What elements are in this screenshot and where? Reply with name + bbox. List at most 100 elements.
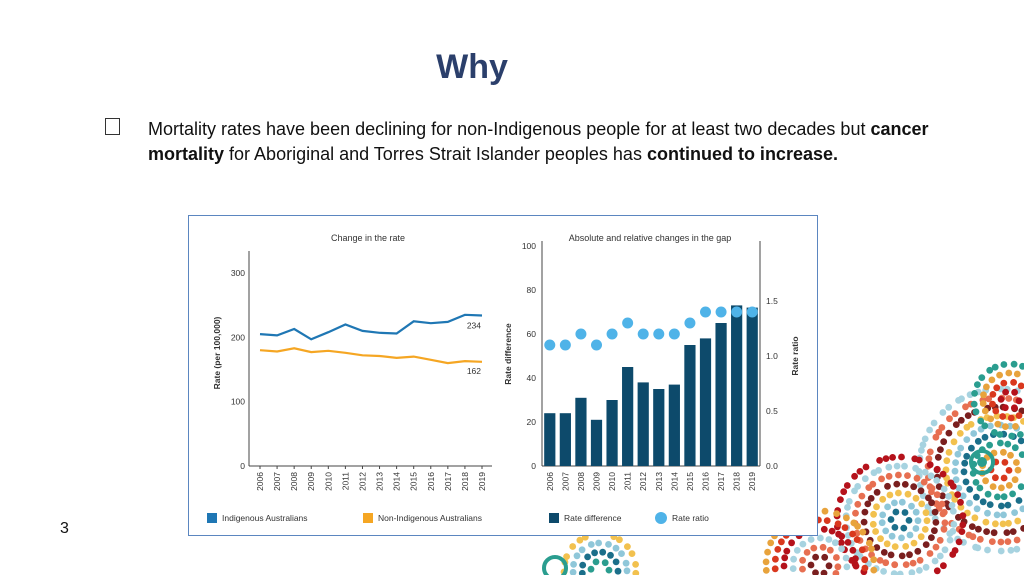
decor-dot (900, 524, 908, 532)
decor-dot (1013, 536, 1021, 544)
left-y-tick-label: 0 (240, 461, 245, 471)
bullet-box-icon (105, 118, 120, 135)
decor-dot (973, 505, 981, 513)
decor-dot (997, 395, 1005, 403)
right-chart-ylabel: Rate difference (503, 323, 513, 385)
decor-dot (1011, 476, 1019, 484)
decor-dot (921, 468, 929, 476)
decor-dot (891, 499, 898, 507)
bullet-text: Mortality rates have been declining for … (148, 117, 958, 167)
decor-dot (632, 561, 639, 568)
decor-dot (854, 483, 862, 490)
left-x-tick-label: 2014 (392, 472, 402, 491)
decor-dot (989, 400, 996, 408)
decor-dot (941, 546, 949, 554)
decor-dot (1004, 538, 1012, 545)
decor-dot (984, 509, 991, 517)
decor-dot (867, 495, 875, 502)
decor-dot (578, 569, 586, 575)
decor-dot (957, 444, 965, 452)
decor-dot (975, 525, 982, 533)
decor-dot (933, 465, 941, 473)
decor-dot (825, 562, 833, 570)
decor-dot (861, 564, 869, 572)
line-end-label: 234 (467, 320, 481, 330)
decor-dot (833, 510, 840, 517)
right-chart-y2label: Rate ratio (790, 336, 800, 375)
decor-dot (587, 541, 595, 548)
decor-dot (998, 502, 1005, 510)
bar-rate-difference (544, 413, 556, 466)
decor-dot (931, 527, 938, 535)
decor-dot (981, 422, 989, 430)
decor-dot (994, 493, 1001, 501)
decor-dot (601, 559, 609, 567)
decor-dot (780, 562, 788, 570)
decor-dot (960, 468, 968, 476)
decor-dot (1014, 517, 1022, 525)
decor-dot (869, 480, 877, 488)
decor-dot (932, 543, 940, 551)
decor-dot (1009, 528, 1017, 535)
right-x-tick-label: 2008 (576, 472, 586, 491)
decor-dot (914, 547, 922, 555)
decor-dot (890, 570, 898, 575)
decor-dot (922, 563, 930, 571)
decor-dot (1011, 388, 1018, 396)
decor-dot (908, 569, 916, 575)
decor-dot (967, 421, 975, 428)
decor-dot (803, 549, 811, 556)
decor-dot (833, 554, 840, 561)
decor-dot (955, 538, 963, 546)
decor-dot (852, 555, 859, 563)
decor-dot (845, 498, 853, 505)
decor-dot (992, 407, 1000, 415)
decor-dot (832, 570, 840, 575)
left-chart-title: Change in the rate (331, 233, 405, 243)
point-rate-ratio (544, 339, 556, 351)
decor-dot (983, 528, 990, 535)
decor-dot (821, 553, 829, 561)
decor-dot (1005, 519, 1012, 527)
decor-dot (840, 488, 848, 496)
decor-dot (1018, 451, 1024, 458)
right-x-tick-label: 2016 (701, 472, 711, 491)
decor-dot (876, 557, 884, 564)
left-x-tick-label: 2009 (306, 472, 316, 491)
decor-dot (614, 567, 622, 575)
decor-dot (976, 484, 984, 492)
left-x-tick-label: 2007 (272, 472, 282, 491)
decor-dot (920, 478, 928, 486)
decor-dot (849, 530, 856, 538)
decor-dot (940, 438, 948, 446)
decor-dot (882, 455, 890, 462)
decor-dot (837, 539, 845, 547)
decor-dot (1019, 505, 1024, 513)
decor-dot (1001, 404, 1009, 412)
decor-dot (958, 395, 965, 403)
decor-dot (895, 471, 902, 479)
charts-svg: Change in the rate Rate (per 100,000) Ab… (207, 233, 800, 524)
decor-dot (949, 551, 957, 558)
decor-dot (1004, 501, 1012, 509)
decor-dot (962, 403, 969, 411)
decor-dot (912, 525, 920, 532)
decor-dot (820, 569, 828, 575)
decor-dot (852, 509, 859, 517)
point-rate-ratio (700, 306, 711, 318)
decor-dot (966, 486, 974, 493)
decor-dot (866, 539, 873, 547)
decor-dot (854, 522, 861, 530)
left-y-tick-label: 300 (231, 268, 245, 278)
decor-dot (893, 480, 901, 488)
decor-dot (926, 426, 933, 434)
decor-dot (828, 527, 836, 535)
decor-dot (902, 561, 910, 568)
decor-dot (937, 446, 944, 453)
decor-dot (961, 459, 969, 467)
legend-label-rate-ratio: Rate ratio (672, 513, 709, 523)
decor-dot (988, 376, 996, 384)
decor-dot (820, 525, 828, 533)
decor-dot (1013, 545, 1021, 553)
decor-dot (896, 570, 904, 575)
